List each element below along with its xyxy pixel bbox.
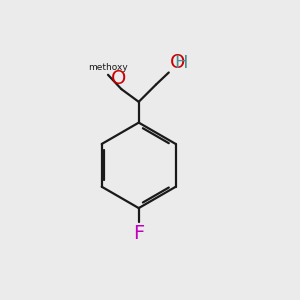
Text: O: O <box>111 69 126 88</box>
Text: methoxy: methoxy <box>88 63 128 72</box>
Text: H: H <box>174 54 188 72</box>
Text: O: O <box>170 52 185 72</box>
Text: F: F <box>133 224 144 243</box>
